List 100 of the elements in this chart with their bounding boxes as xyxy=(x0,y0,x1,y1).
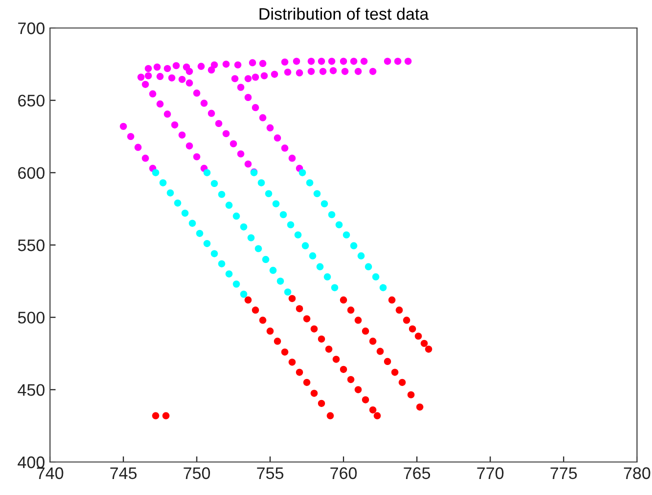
point xyxy=(362,328,370,335)
point xyxy=(336,221,343,228)
point xyxy=(396,306,403,314)
x-tick-label: 740 xyxy=(36,467,64,480)
point xyxy=(281,348,288,356)
point xyxy=(225,270,233,278)
point xyxy=(340,366,348,373)
point xyxy=(174,200,182,207)
point xyxy=(152,412,160,420)
point xyxy=(414,332,422,340)
point xyxy=(240,290,248,298)
point xyxy=(303,315,310,322)
point xyxy=(309,252,316,260)
point xyxy=(328,211,336,218)
point xyxy=(232,280,240,288)
point xyxy=(318,400,326,407)
point xyxy=(347,306,354,314)
point xyxy=(391,368,398,376)
y-tick-label: 550 xyxy=(18,239,44,252)
point xyxy=(374,412,381,420)
point xyxy=(188,220,196,227)
point xyxy=(298,169,306,176)
point xyxy=(252,306,259,314)
point xyxy=(288,294,296,302)
y-tick-label: 650 xyxy=(18,94,44,107)
point xyxy=(280,211,287,218)
point xyxy=(347,376,354,384)
point xyxy=(159,179,167,186)
x-tick-label: 745 xyxy=(110,467,137,480)
point xyxy=(225,202,233,209)
point xyxy=(324,273,331,280)
point xyxy=(372,273,380,280)
point xyxy=(210,180,218,188)
point xyxy=(364,263,372,270)
point xyxy=(302,242,309,250)
point xyxy=(314,190,321,198)
point xyxy=(166,189,174,196)
y-tick-label: 600 xyxy=(18,167,44,179)
point xyxy=(369,338,376,345)
point xyxy=(296,368,304,376)
point xyxy=(326,412,334,420)
point xyxy=(369,406,376,414)
point xyxy=(342,231,350,238)
point xyxy=(288,358,296,366)
point xyxy=(306,179,314,186)
point xyxy=(331,284,338,292)
point xyxy=(380,284,387,292)
point xyxy=(162,412,170,420)
point xyxy=(340,296,348,304)
point xyxy=(350,242,358,250)
x-tick-label: 765 xyxy=(404,467,430,480)
point xyxy=(262,256,270,264)
point xyxy=(210,250,218,258)
point xyxy=(265,190,272,198)
point xyxy=(284,288,292,296)
point xyxy=(244,296,252,304)
point xyxy=(259,316,266,324)
point xyxy=(354,386,362,394)
point xyxy=(196,230,204,237)
point xyxy=(276,278,284,285)
point xyxy=(318,335,326,343)
x-tick-label: 755 xyxy=(257,467,284,480)
point xyxy=(294,231,302,238)
point xyxy=(203,169,211,176)
point xyxy=(266,328,274,335)
x-tick-label: 750 xyxy=(184,467,210,480)
point xyxy=(303,378,310,386)
point xyxy=(240,223,248,230)
point xyxy=(254,245,262,252)
point xyxy=(403,316,410,324)
point xyxy=(287,221,294,228)
point xyxy=(358,252,365,260)
point xyxy=(310,325,318,332)
point xyxy=(354,316,362,324)
point xyxy=(376,348,384,355)
point xyxy=(408,325,416,332)
point xyxy=(425,346,432,353)
y-tick-label: 500 xyxy=(18,312,44,324)
point xyxy=(248,234,255,242)
y-tick-label: 450 xyxy=(18,384,44,396)
x-tick-label: 760 xyxy=(330,467,357,480)
y-tick-label: 700 xyxy=(18,22,44,34)
point xyxy=(181,210,189,217)
point xyxy=(407,391,415,398)
point xyxy=(310,390,318,397)
point xyxy=(218,190,226,198)
y-tick-label: 400 xyxy=(18,456,44,468)
point xyxy=(258,179,265,186)
point xyxy=(362,396,370,404)
x-tick-label: 770 xyxy=(477,467,504,480)
point xyxy=(420,340,428,347)
point xyxy=(384,358,392,365)
point xyxy=(388,296,396,304)
point xyxy=(203,240,211,248)
point xyxy=(398,378,406,386)
chart-title: Distribution of test data xyxy=(260,8,429,20)
point xyxy=(274,338,282,345)
x-tick-label: 775 xyxy=(550,467,577,480)
point xyxy=(416,403,424,411)
point xyxy=(232,212,240,220)
